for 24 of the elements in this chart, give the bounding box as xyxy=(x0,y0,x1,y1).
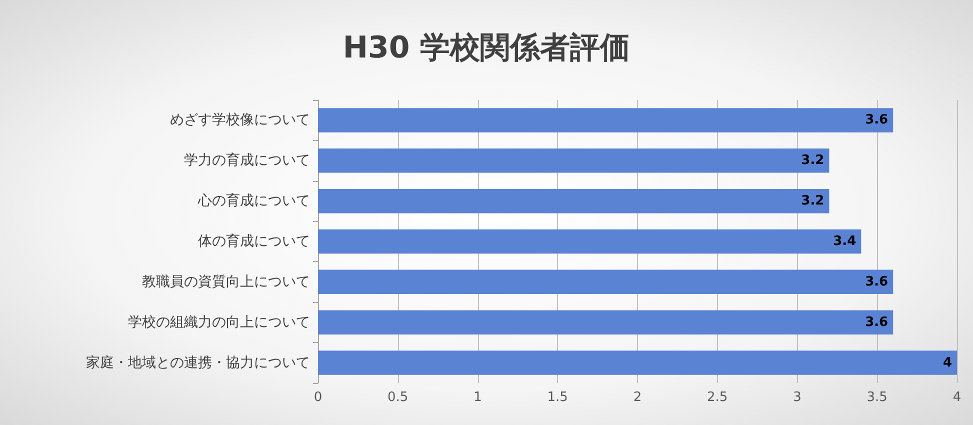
data-label: 3.2 xyxy=(801,153,824,168)
chart-title: H30 学校関係者評価 xyxy=(342,30,630,66)
x-tick-label: 3 xyxy=(793,390,802,405)
x-tick-label: 1 xyxy=(474,390,482,405)
y-tick-label: 家庭・地域との連携・協力について xyxy=(86,354,310,371)
data-label: 3.2 xyxy=(801,194,824,209)
x-tick-label: 4 xyxy=(952,390,962,405)
y-tick-label: めざす学校像について xyxy=(170,112,310,128)
x-tick-label: 0 xyxy=(314,390,322,405)
y-tick-label: 学力の育成について xyxy=(184,152,310,169)
data-label: 4 xyxy=(942,355,952,370)
data-label: 3.6 xyxy=(865,314,888,330)
data-label: 3.6 xyxy=(865,274,888,290)
x-tick-label: 0.5 xyxy=(388,390,408,405)
x-tick-label: 2.5 xyxy=(707,390,728,405)
data-label: 3.6 xyxy=(865,112,888,128)
y-tick-label: 心の育成について xyxy=(197,192,310,210)
y-tick-label: 教職員の資質向上について xyxy=(142,274,310,290)
x-tick-label: 1.5 xyxy=(547,390,568,405)
y-tick-label: 学校の組織力の向上について xyxy=(128,314,310,330)
x-tick-label: 2 xyxy=(633,390,642,405)
data-label: 3.4 xyxy=(833,234,856,249)
x-tick-label: 3.5 xyxy=(866,390,888,405)
y-tick-label: 体の育成について xyxy=(198,232,310,250)
